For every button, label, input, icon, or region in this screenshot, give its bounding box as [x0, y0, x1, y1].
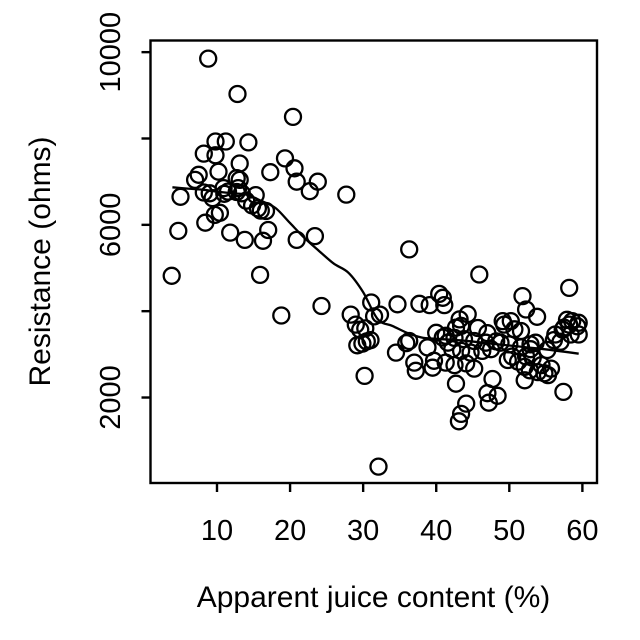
data-point — [470, 265, 489, 284]
data-point — [361, 330, 380, 350]
data-point — [501, 311, 520, 331]
data-point — [230, 154, 249, 173]
data-point — [451, 404, 471, 424]
x-tick-label: 30 — [347, 515, 379, 547]
y-axis-ticks — [141, 50, 151, 399]
data-point — [560, 278, 579, 298]
data-point — [194, 144, 213, 163]
data-point — [308, 172, 327, 191]
x-tick-label: 50 — [493, 515, 525, 547]
data-point — [515, 371, 534, 390]
data-point — [346, 315, 365, 334]
data-point — [251, 201, 270, 220]
data-point — [206, 132, 225, 151]
data-point — [189, 165, 208, 184]
x-tick-label: 20 — [274, 515, 306, 547]
data-point — [560, 315, 579, 334]
data-point — [356, 319, 375, 338]
data-point — [449, 412, 469, 431]
data-point — [569, 313, 588, 332]
data-point — [532, 355, 551, 375]
data-point — [457, 394, 476, 413]
data-point — [287, 230, 306, 250]
data-point — [445, 355, 464, 375]
x-tick-label: 60 — [566, 515, 598, 547]
data-point — [285, 159, 304, 178]
data-point — [433, 288, 452, 307]
data-point — [541, 359, 561, 378]
smooth-curve — [172, 186, 579, 355]
x-axis-tick-labels: 10 20 30 40 50 60 — [201, 515, 599, 547]
data-point — [228, 84, 247, 104]
x-tick-label: 10 — [201, 515, 233, 547]
data-point — [305, 226, 325, 246]
data-point — [479, 393, 498, 412]
data-point — [430, 284, 449, 304]
data-point — [400, 240, 419, 259]
data-point — [450, 310, 469, 329]
data-point — [235, 230, 254, 250]
data-point — [216, 132, 235, 151]
data-point — [239, 133, 258, 152]
y-axis-title: Resistance (ohms) — [24, 136, 57, 386]
data-point — [503, 347, 522, 366]
y-axis-tick-labels: 2000 6000 10000 — [95, 12, 127, 430]
data-point — [527, 307, 547, 326]
data-point — [435, 295, 454, 315]
data-point — [221, 223, 240, 242]
data-point — [355, 366, 374, 386]
data-point — [465, 359, 484, 378]
data-point — [261, 163, 280, 182]
data-point — [214, 178, 233, 198]
data-point — [185, 170, 205, 190]
y-tick-label: 10000 — [95, 12, 127, 93]
data-point — [410, 294, 429, 313]
data-point — [369, 457, 388, 476]
data-point — [253, 231, 273, 250]
data-point — [162, 266, 181, 285]
data-point — [272, 306, 291, 325]
data-point — [388, 295, 407, 314]
data-point — [424, 351, 444, 370]
data-point — [446, 374, 466, 393]
y-tick-label: 2000 — [95, 365, 127, 430]
data-point — [513, 286, 532, 306]
lowess-smooth-line — [172, 186, 579, 355]
data-point — [446, 318, 466, 337]
data-point — [275, 149, 295, 168]
data-point — [406, 361, 425, 380]
x-axis-ticks — [215, 483, 584, 492]
data-point — [468, 318, 488, 338]
data-point — [259, 220, 278, 240]
data-point — [210, 203, 230, 222]
data-point — [569, 325, 588, 344]
data-point — [209, 162, 228, 181]
data-point — [283, 107, 303, 127]
data-point — [169, 221, 188, 241]
data-point — [312, 296, 331, 316]
y-tick-label: 6000 — [95, 193, 127, 258]
data-point — [386, 343, 406, 362]
data-point — [498, 350, 517, 370]
data-point — [287, 172, 306, 191]
data-point — [478, 384, 497, 403]
data-point — [405, 353, 424, 372]
data-point — [337, 185, 356, 204]
data-point — [554, 382, 573, 402]
data-point — [341, 305, 360, 324]
data-point — [250, 265, 270, 285]
data-point — [199, 49, 218, 68]
data-point — [397, 333, 416, 353]
plot-border — [149, 39, 599, 485]
x-tick-label: 40 — [420, 515, 452, 547]
data-point — [229, 178, 248, 198]
x-axis-title: Apparent juice content (%) — [197, 581, 551, 614]
